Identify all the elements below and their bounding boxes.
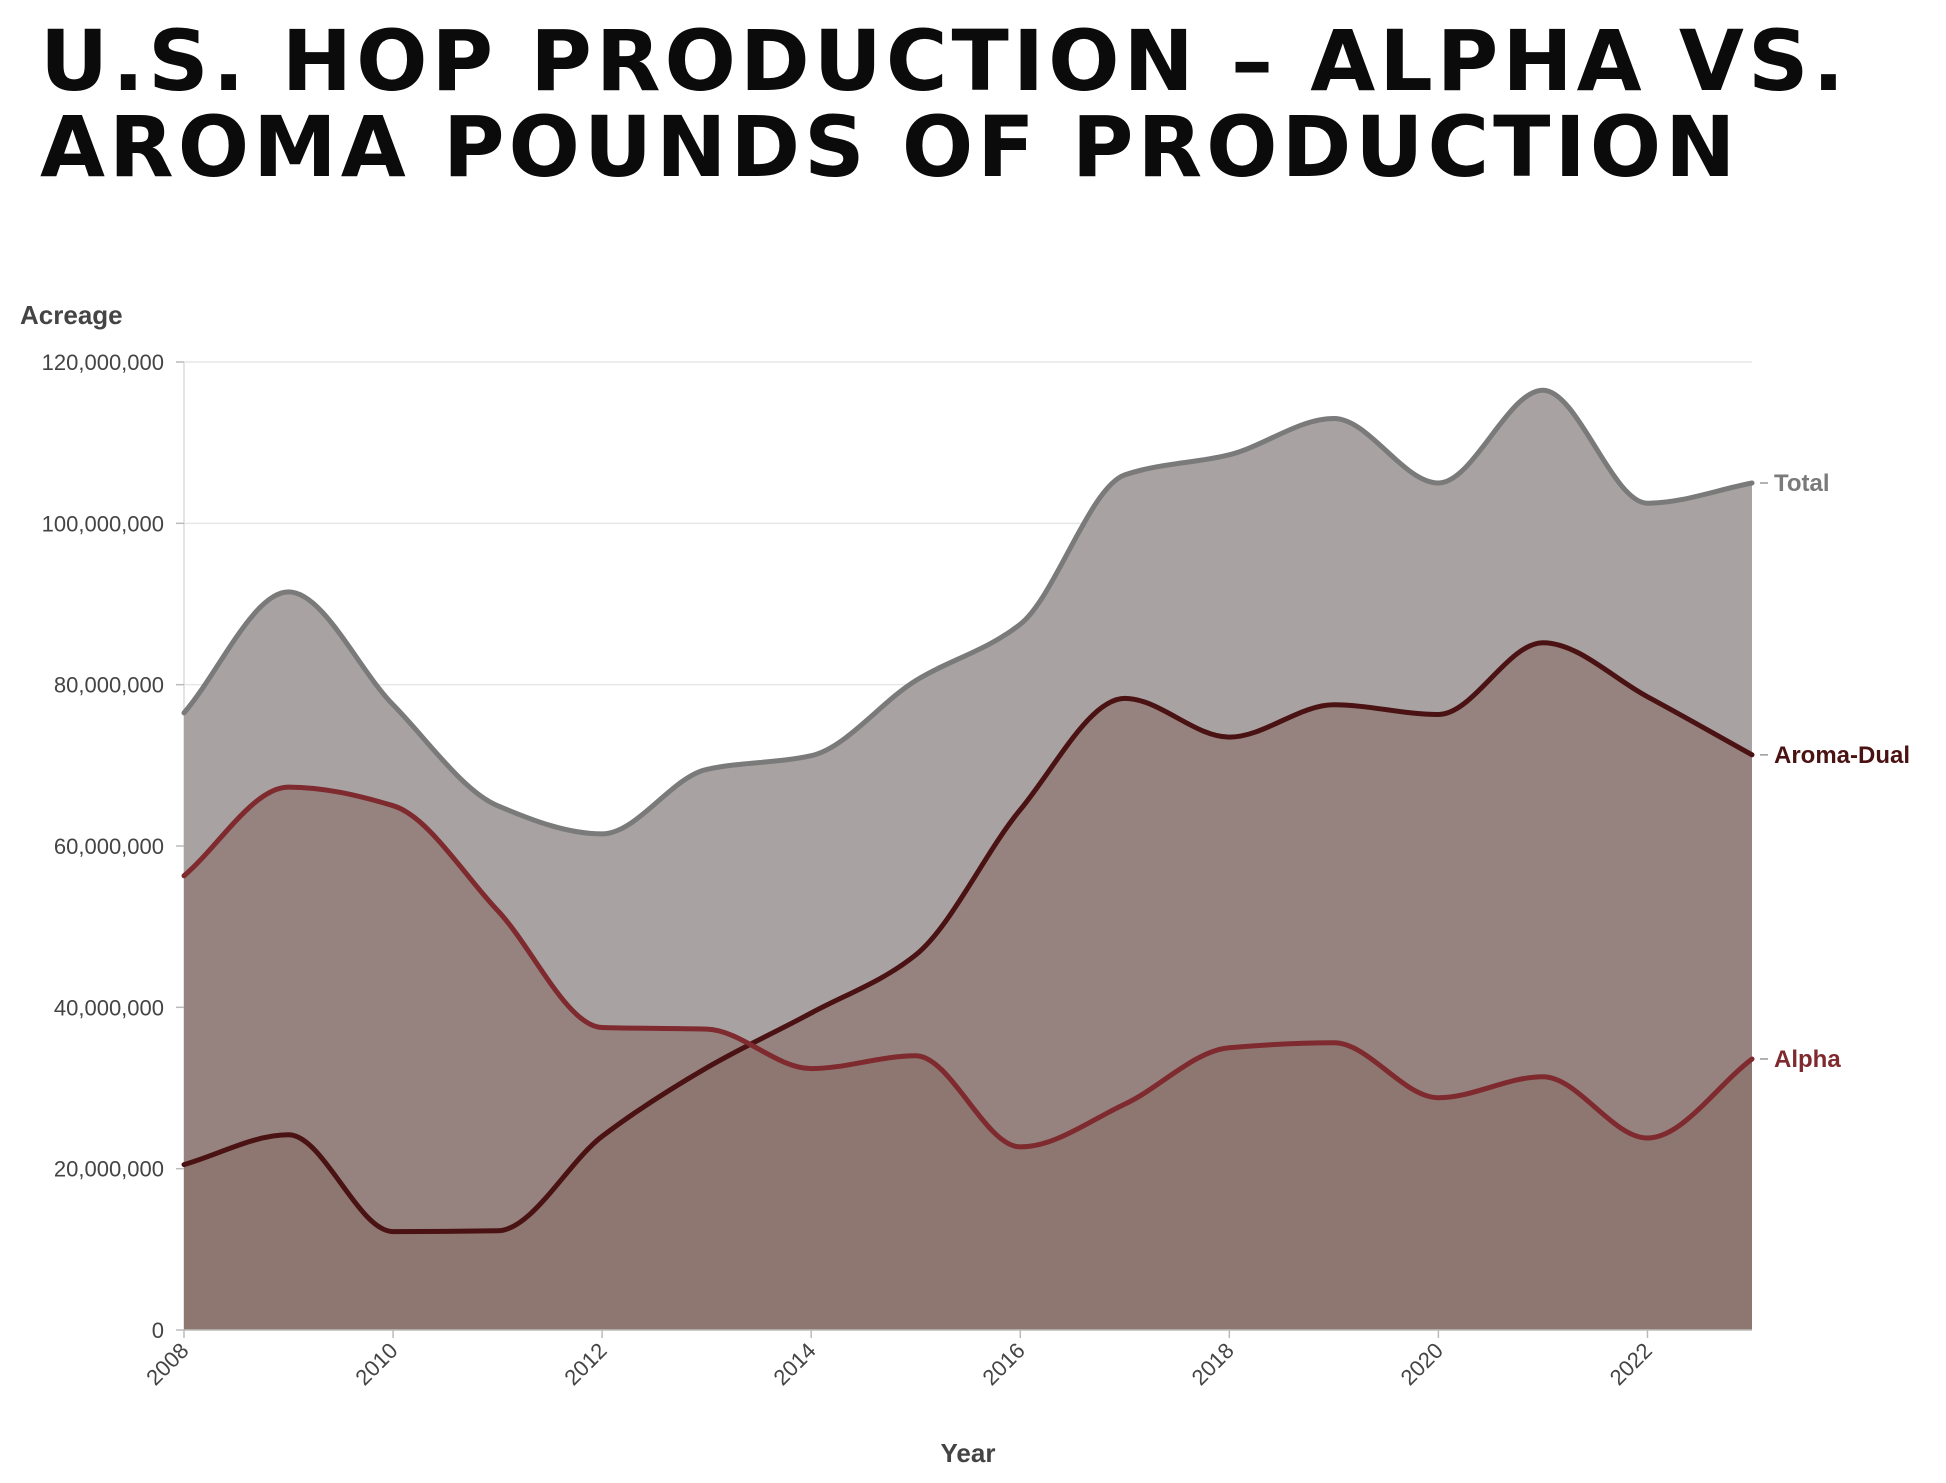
- y-tick-label: 120,000,000: [42, 350, 164, 375]
- chart-title: U.S. HOP PRODUCTION – ALPHA VS. AROMA PO…: [40, 18, 1900, 190]
- x-tick-label: 2012: [559, 1338, 611, 1390]
- x-tick-label: 2018: [1187, 1338, 1239, 1390]
- series-lines: [181, 387, 1755, 1235]
- area-fills: [184, 390, 1752, 1330]
- y-tick-label: 80,000,000: [54, 673, 164, 698]
- y-tick-label: 100,000,000: [42, 511, 164, 536]
- series-label-aroma-dual: Aroma-Dual: [1774, 742, 1910, 769]
- y-tick-label: 0: [152, 1318, 164, 1343]
- x-tick-label: 2016: [978, 1338, 1030, 1390]
- series-label-alpha: Alpha: [1774, 1046, 1841, 1073]
- y-tick-label: 60,000,000: [54, 834, 164, 859]
- y-tick-label: 20,000,000: [54, 1157, 164, 1182]
- y-tick-label: 40,000,000: [54, 995, 164, 1020]
- x-tick-label: 2020: [1396, 1338, 1448, 1390]
- x-axis: 2008 2010 2012 2014 2016 2018 2020 2022: [141, 1329, 1752, 1390]
- y-axis-ticks: 0 20,000,000 40,000,000 60,000,000 80,000,00…: [42, 350, 184, 1343]
- x-axis-title: Year: [941, 1438, 996, 1468]
- line-aroma-dual: [181, 640, 1755, 1235]
- x-tick-label: 2014: [768, 1338, 820, 1390]
- x-tick-label: 2022: [1605, 1338, 1657, 1390]
- line-total: [181, 387, 1755, 837]
- x-tick-label: 2008: [141, 1338, 193, 1390]
- y-axis-title: Acreage: [20, 300, 123, 330]
- area-alpha: [184, 787, 1752, 1330]
- series-labels: Total Aroma-Dual Alpha: [1760, 470, 1910, 1073]
- chart-title-line-2: AROMA POUNDS OF PRODUCTION: [40, 98, 1740, 196]
- chart-title-line-1: U.S. HOP PRODUCTION – ALPHA VS.: [40, 12, 1849, 110]
- line-alpha: [181, 784, 1755, 1150]
- x-tick-label: 2010: [350, 1338, 402, 1390]
- series-label-total: Total: [1774, 470, 1830, 497]
